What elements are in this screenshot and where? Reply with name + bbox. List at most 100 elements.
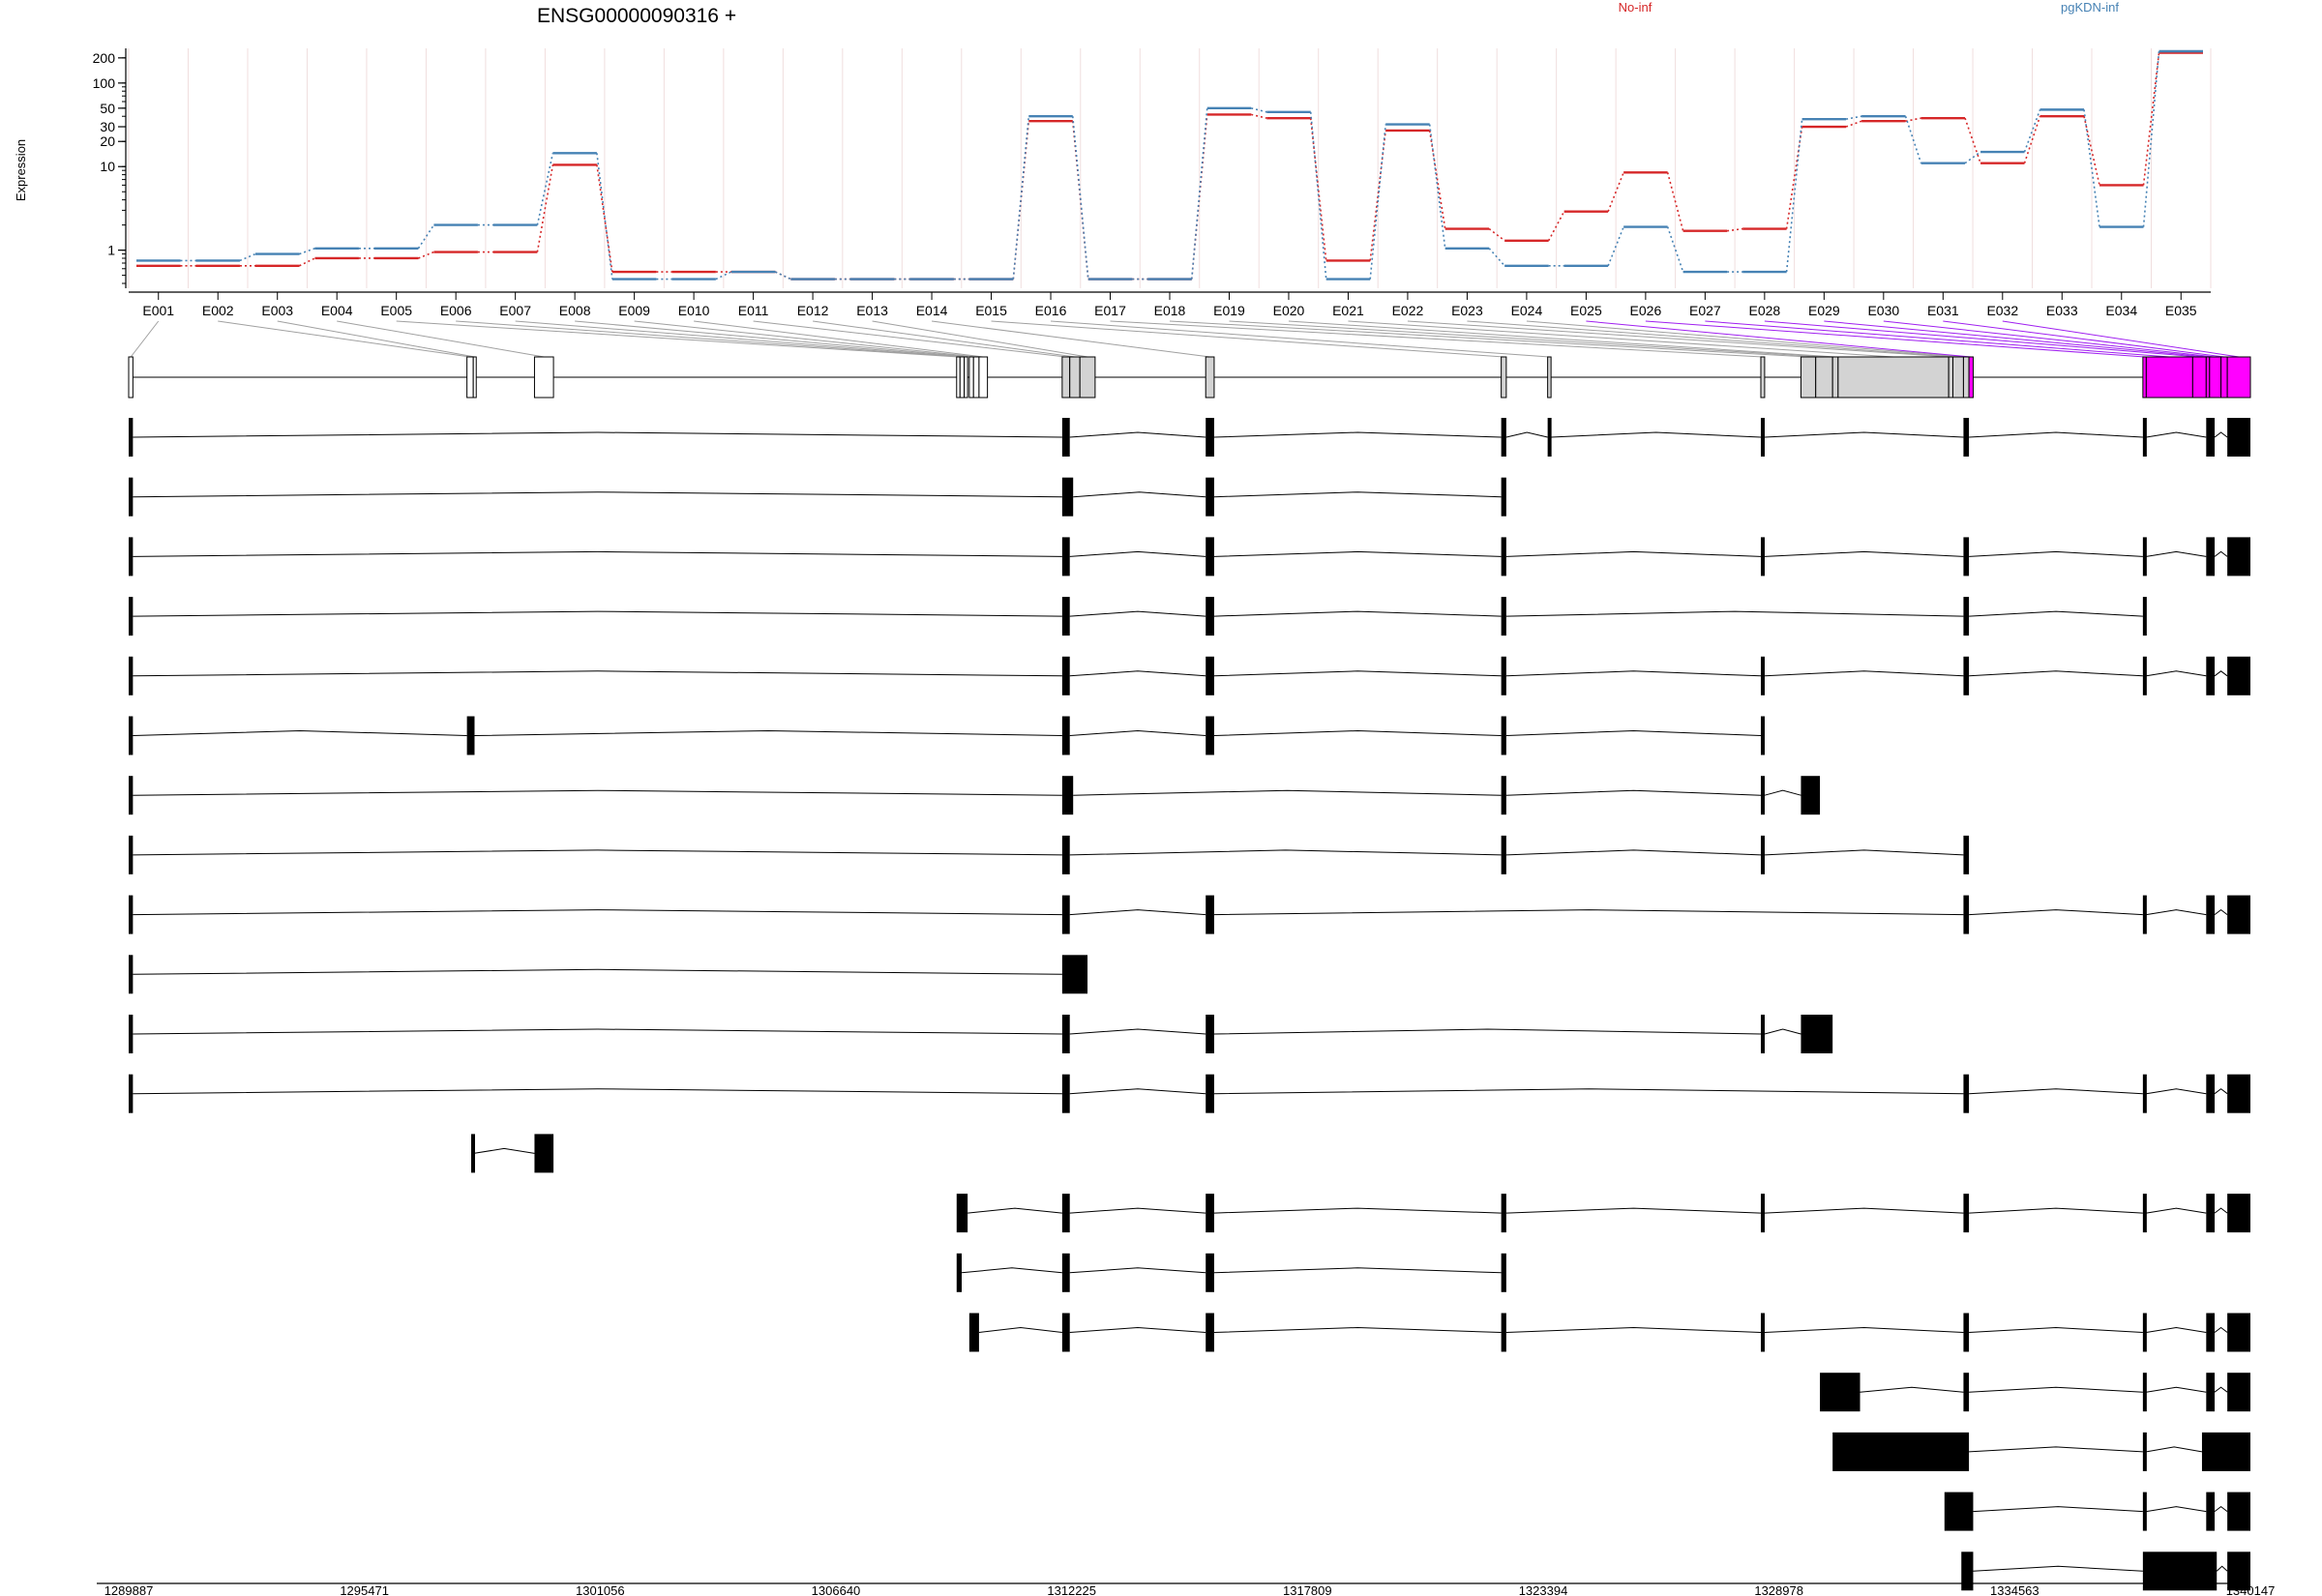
intron — [978, 1326, 1062, 1333]
intron — [1069, 431, 1206, 438]
intron — [1213, 1326, 1502, 1333]
exon-connector — [1943, 320, 2224, 358]
transcript-exon — [2206, 1074, 2216, 1113]
transcript-exon — [2227, 895, 2250, 934]
intron — [1213, 610, 1502, 617]
transcript-exon — [1963, 656, 1970, 695]
transcript-exon — [1760, 537, 1765, 576]
exon-connector — [872, 320, 1088, 358]
series-connector — [1607, 226, 1624, 267]
intron — [2146, 1506, 2207, 1513]
intron — [968, 1207, 1062, 1214]
exon-connector — [1824, 320, 2209, 358]
series-connector — [1666, 226, 1684, 273]
x-tick-label: 1334563 — [1990, 1583, 2039, 1596]
x-tick-label: 1317809 — [1283, 1583, 1332, 1596]
transcript-exon — [129, 776, 134, 815]
transcript-exon — [1206, 1194, 1214, 1233]
intron — [1505, 1326, 1762, 1333]
exon-tick-label: E034 — [2105, 303, 2137, 318]
intron — [1069, 1028, 1206, 1035]
intron — [1213, 909, 1964, 916]
transcript-exon — [2142, 1313, 2147, 1352]
exon-connector — [991, 320, 1504, 358]
legend-pgkdn-inf: pgKDN-inf — [2061, 0, 2119, 15]
y-tick-label: 100 — [93, 75, 116, 91]
exon-tick-label: E019 — [1213, 303, 1245, 318]
exon-tick-label: E017 — [1094, 303, 1126, 318]
exon-tick-label: E013 — [856, 303, 888, 318]
intron — [1969, 1088, 2143, 1095]
series-connector — [1071, 116, 1089, 280]
intron — [2146, 431, 2207, 438]
intron — [2146, 909, 2207, 916]
transcript-exon — [129, 537, 134, 576]
intron — [1764, 550, 1964, 557]
transcript-exon — [1061, 1194, 1070, 1233]
transcript-exon — [1963, 418, 1970, 457]
intron — [1213, 1088, 1964, 1095]
transcript-exon — [1760, 776, 1765, 815]
exon-connector — [1764, 320, 2200, 358]
y-tick-label: 20 — [100, 133, 115, 149]
transcript-exon — [129, 1074, 134, 1113]
transcript-exon — [1760, 716, 1765, 755]
exon-connector — [931, 320, 1210, 358]
transcript-exon — [129, 716, 134, 755]
series-connector — [2023, 115, 2041, 163]
intron — [2214, 1505, 2228, 1512]
gene-exon — [1948, 356, 1954, 399]
intron — [2214, 550, 2228, 557]
gene-exon — [2209, 356, 2222, 399]
exon-tick-label: E006 — [440, 303, 472, 318]
transcript-exon — [2142, 1074, 2147, 1113]
intron — [1969, 1386, 2143, 1393]
transcript — [129, 835, 1970, 874]
intron — [2146, 1446, 2203, 1453]
transcript-exon — [1760, 1015, 1765, 1053]
intron — [2214, 1088, 2228, 1095]
intron — [1073, 491, 1206, 498]
intron — [2216, 1565, 2228, 1572]
transcript-exon — [466, 716, 475, 755]
exon-tick-label: E026 — [1630, 303, 1662, 318]
transcript-exon — [1501, 477, 1506, 517]
intron — [1505, 550, 1762, 557]
exon-tick-label: E031 — [1927, 303, 1959, 318]
x-tick-label: 1289887 — [104, 1583, 154, 1596]
exon-tick-label: E018 — [1154, 303, 1186, 318]
exon-connector — [753, 320, 1066, 358]
transcript-exon — [956, 1253, 963, 1292]
exon-tick-label: E001 — [142, 303, 174, 318]
y-tick-label: 30 — [100, 119, 115, 134]
gene-model — [128, 356, 2251, 399]
transcript — [1961, 1552, 2250, 1591]
transcript-exon — [1820, 1373, 1861, 1412]
gene-exon — [2205, 356, 2211, 399]
series-connector — [1369, 124, 1386, 280]
x-tick-label: 1323394 — [1519, 1583, 1568, 1596]
exon-connector — [1645, 320, 2145, 358]
exon-tick-label: E003 — [261, 303, 293, 318]
exon-tick-label: E015 — [975, 303, 1007, 318]
transcript — [129, 955, 1088, 994]
transcript-exon — [2227, 1313, 2250, 1352]
intron — [473, 1147, 535, 1154]
transcript-exon — [470, 1134, 475, 1173]
exon-connector — [1050, 320, 1550, 358]
transcript-exon — [1206, 1253, 1214, 1292]
gene-exon — [128, 356, 134, 399]
exon-tick-label: E030 — [1867, 303, 1899, 318]
intron — [1213, 1207, 1502, 1214]
transcript-exon — [1061, 955, 1088, 994]
exon-connector — [813, 320, 1076, 358]
intron — [2146, 1088, 2207, 1095]
intron — [133, 550, 1062, 557]
intron — [133, 729, 467, 736]
exon-connector — [2002, 320, 2240, 358]
gene-exon — [1837, 356, 1950, 399]
transcript-exon — [2142, 537, 2147, 576]
intron — [1764, 670, 1964, 677]
exon-connector — [1586, 320, 1972, 358]
